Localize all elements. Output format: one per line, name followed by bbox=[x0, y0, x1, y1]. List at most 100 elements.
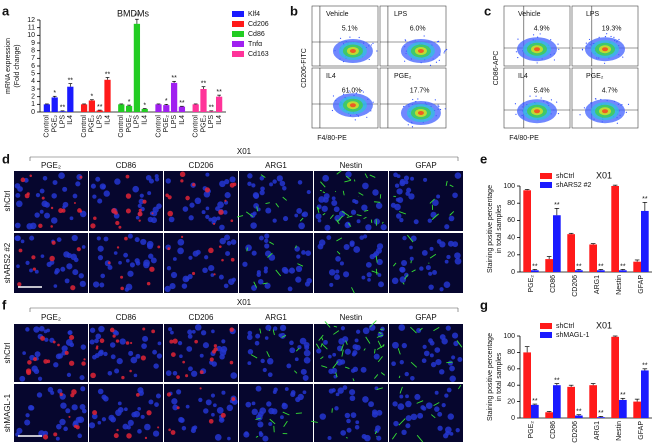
column-label: CD206 bbox=[189, 313, 214, 322]
nucleus bbox=[114, 178, 120, 184]
nucleus bbox=[179, 418, 184, 423]
nucleus bbox=[247, 334, 253, 340]
nucleus bbox=[370, 254, 375, 259]
nucleus bbox=[265, 208, 271, 214]
stain bbox=[130, 342, 132, 344]
flow-event bbox=[516, 51, 517, 52]
nucleus bbox=[217, 201, 224, 208]
flow-event bbox=[584, 107, 585, 108]
nucleus bbox=[201, 330, 206, 335]
bar bbox=[134, 24, 140, 112]
nucleus bbox=[247, 182, 251, 186]
flow-event bbox=[626, 112, 627, 113]
stain bbox=[21, 178, 26, 183]
y-tick-label: 60 bbox=[507, 366, 515, 373]
nucleus bbox=[95, 177, 100, 182]
bar bbox=[575, 416, 583, 418]
nucleus bbox=[378, 281, 384, 287]
stain bbox=[157, 245, 160, 248]
bar bbox=[545, 412, 553, 418]
stain bbox=[40, 336, 45, 341]
bar bbox=[531, 405, 539, 418]
nucleus bbox=[53, 362, 58, 367]
y-tick-label: 40 bbox=[507, 382, 515, 389]
nucleus bbox=[452, 192, 458, 198]
nucleus bbox=[135, 237, 140, 242]
nucleus bbox=[242, 262, 247, 267]
stain bbox=[129, 370, 132, 373]
stain bbox=[213, 273, 215, 275]
nucleus bbox=[357, 219, 361, 223]
nucleus bbox=[168, 327, 172, 331]
stain bbox=[376, 269, 377, 275]
micrograph bbox=[239, 233, 313, 293]
bar bbox=[597, 270, 605, 272]
y-tick-label: 40 bbox=[507, 234, 515, 241]
significance: ** bbox=[620, 263, 626, 270]
nucleus bbox=[211, 413, 215, 417]
nucleus bbox=[221, 339, 225, 343]
nucleus bbox=[402, 236, 406, 240]
flow-percent: 6.0% bbox=[410, 26, 426, 33]
nucleus bbox=[273, 218, 277, 222]
nucleus bbox=[98, 246, 104, 252]
stain bbox=[185, 196, 190, 201]
nucleus bbox=[170, 331, 174, 335]
flow-event bbox=[405, 40, 406, 41]
nucleus bbox=[195, 324, 202, 331]
stain bbox=[138, 219, 140, 221]
nucleus bbox=[15, 193, 20, 198]
nucleus bbox=[29, 236, 34, 241]
nucleus bbox=[151, 217, 157, 223]
x-tick-label: PGE₂ bbox=[200, 115, 207, 133]
nucleus bbox=[164, 286, 170, 292]
nucleus bbox=[355, 420, 359, 424]
stain bbox=[200, 387, 202, 389]
nucleus bbox=[326, 235, 331, 240]
flow-condition: LPS bbox=[394, 11, 408, 18]
nucleus bbox=[396, 188, 402, 194]
nucleus bbox=[55, 268, 60, 273]
nucleus bbox=[102, 417, 106, 421]
stain bbox=[167, 392, 171, 396]
flow-event bbox=[582, 49, 583, 50]
x-tick-label: CD86 bbox=[550, 275, 557, 293]
flow-percent: 61.0% bbox=[342, 88, 362, 95]
nucleus bbox=[417, 413, 423, 419]
stain bbox=[116, 429, 118, 431]
nucleus bbox=[152, 350, 157, 355]
significance: ** bbox=[554, 202, 560, 209]
significance: * bbox=[53, 90, 56, 97]
nucleus bbox=[420, 405, 425, 410]
bar bbox=[589, 244, 597, 272]
flow-event bbox=[412, 126, 413, 127]
stain bbox=[180, 172, 185, 177]
legend-swatch bbox=[540, 182, 552, 188]
nucleus bbox=[110, 342, 116, 348]
nucleus bbox=[392, 342, 399, 349]
stain bbox=[69, 335, 74, 340]
legend-label: Tnfα bbox=[248, 41, 262, 48]
nucleus bbox=[137, 387, 143, 393]
nucleus bbox=[60, 267, 65, 272]
nucleus bbox=[213, 403, 217, 407]
nucleus bbox=[352, 352, 356, 356]
bar bbox=[641, 370, 649, 418]
stain bbox=[74, 202, 76, 204]
nucleus bbox=[334, 206, 340, 212]
nucleus bbox=[399, 218, 403, 222]
nucleus bbox=[361, 276, 365, 280]
flow-event bbox=[613, 37, 614, 38]
nucleus bbox=[108, 415, 114, 421]
nucleus bbox=[274, 388, 278, 392]
nucleus bbox=[329, 283, 333, 287]
stain bbox=[38, 224, 42, 228]
nucleus bbox=[98, 255, 103, 260]
nucleus bbox=[68, 330, 73, 335]
x-tick-label: IL4 bbox=[216, 115, 223, 125]
stain bbox=[145, 437, 147, 439]
nucleus bbox=[91, 184, 96, 189]
legend-label: Cd163 bbox=[248, 51, 269, 58]
stain bbox=[139, 209, 142, 212]
nucleus bbox=[397, 197, 403, 203]
